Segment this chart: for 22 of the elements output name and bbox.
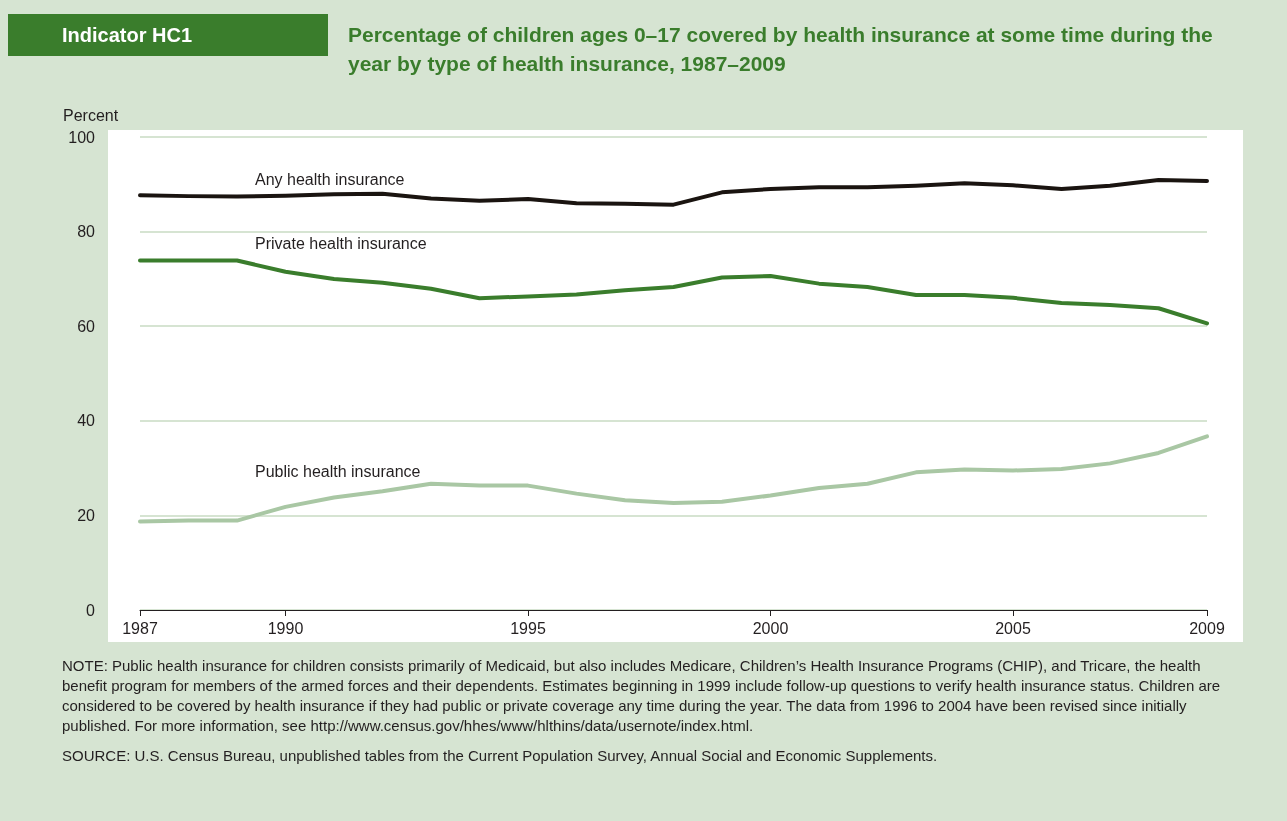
- x-tick-label: 1990: [267, 619, 304, 637]
- text: NOTE: Public health insurance for children consists primarily of Medicaid, but also includes Medicare, Children’s Health Insurance Programs (CHIP), and Tricare, the health benefit program for members of the armed forces and their dependents. Estimates beginning in 1999 include follow-up questions to verify health insurance status. Children are considered to be covered by health insurance if they had public or private coverage any time during the year. The data from 1996 to 2004 have been revised since initially published. For more information, see http://www.census.gov/hhes/www/hlthins/data/usernote/index.html.: [62, 656, 1222, 736]
- x-tick-label: 2005: [995, 619, 1031, 637]
- y-tick-label: 20: [77, 506, 96, 524]
- x-tick-label: 2000: [752, 619, 789, 637]
- chart-subtitle: Indicator HC1: [8, 14, 328, 56]
- y-tick-label: 0: [86, 601, 96, 619]
- y-tick-label: 80: [77, 223, 96, 241]
- series-label: Public health insurance: [255, 463, 421, 481]
- y-axis-title: Percent: [63, 106, 119, 124]
- source-note: SOURCE: U.S. Census Bureau, unpublished tables from the Current Population Survey, Annual Social and Economic Supplements.: [62, 746, 939, 766]
- series-label: Private health insurance: [255, 234, 427, 252]
- chart-title: Percentage of children ages 0–17 covered by health insurance at some time during the year by type of health insurance, 1987–2009: [348, 22, 1214, 77]
- line-series: [138, 258, 1209, 326]
- series-label: Any health insurance: [255, 171, 405, 189]
- line-series: [138, 434, 1209, 524]
- y-tick-label: 100: [68, 128, 96, 146]
- x-tick-label: 2009: [1189, 619, 1225, 637]
- x-tick-label: 1987: [122, 619, 158, 637]
- y-tick-label: 60: [77, 317, 96, 335]
- x-tick-label: 1995: [510, 619, 546, 637]
- y-tick-label: 40: [77, 412, 96, 430]
